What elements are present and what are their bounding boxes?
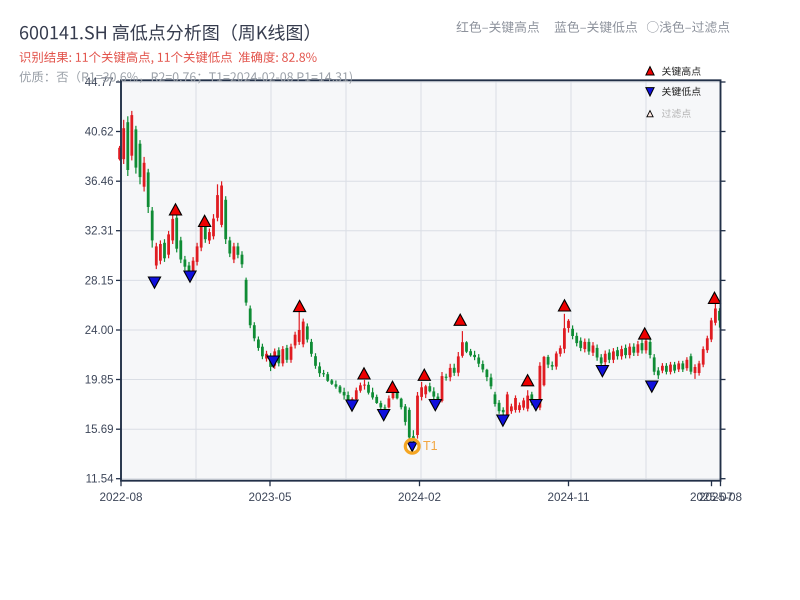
svg-text:11.54: 11.54 — [86, 474, 115, 486]
svg-text:24.00: 24.00 — [85, 325, 114, 337]
svg-text:40.62: 40.62 — [85, 127, 114, 139]
svg-text:36.46: 36.46 — [85, 176, 114, 188]
svg-text:T1: T1 — [423, 439, 438, 453]
svg-text:19.85: 19.85 — [85, 375, 114, 387]
svg-text:2025-07: 2025-07 — [690, 491, 733, 504]
svg-text:2024-11: 2024-11 — [547, 491, 589, 504]
svg-text:2022-08: 2022-08 — [100, 491, 143, 504]
svg-text:2025-08: 2025-08 — [699, 491, 742, 504]
svg-text:32.31: 32.31 — [85, 226, 114, 238]
svg-text:15.69: 15.69 — [85, 424, 114, 436]
svg-text:2024-02: 2024-02 — [398, 491, 441, 504]
svg-text:44.77: 44.77 — [85, 77, 114, 89]
svg-text:2023-05: 2023-05 — [249, 491, 292, 504]
svg-text:28.15: 28.15 — [85, 275, 114, 287]
